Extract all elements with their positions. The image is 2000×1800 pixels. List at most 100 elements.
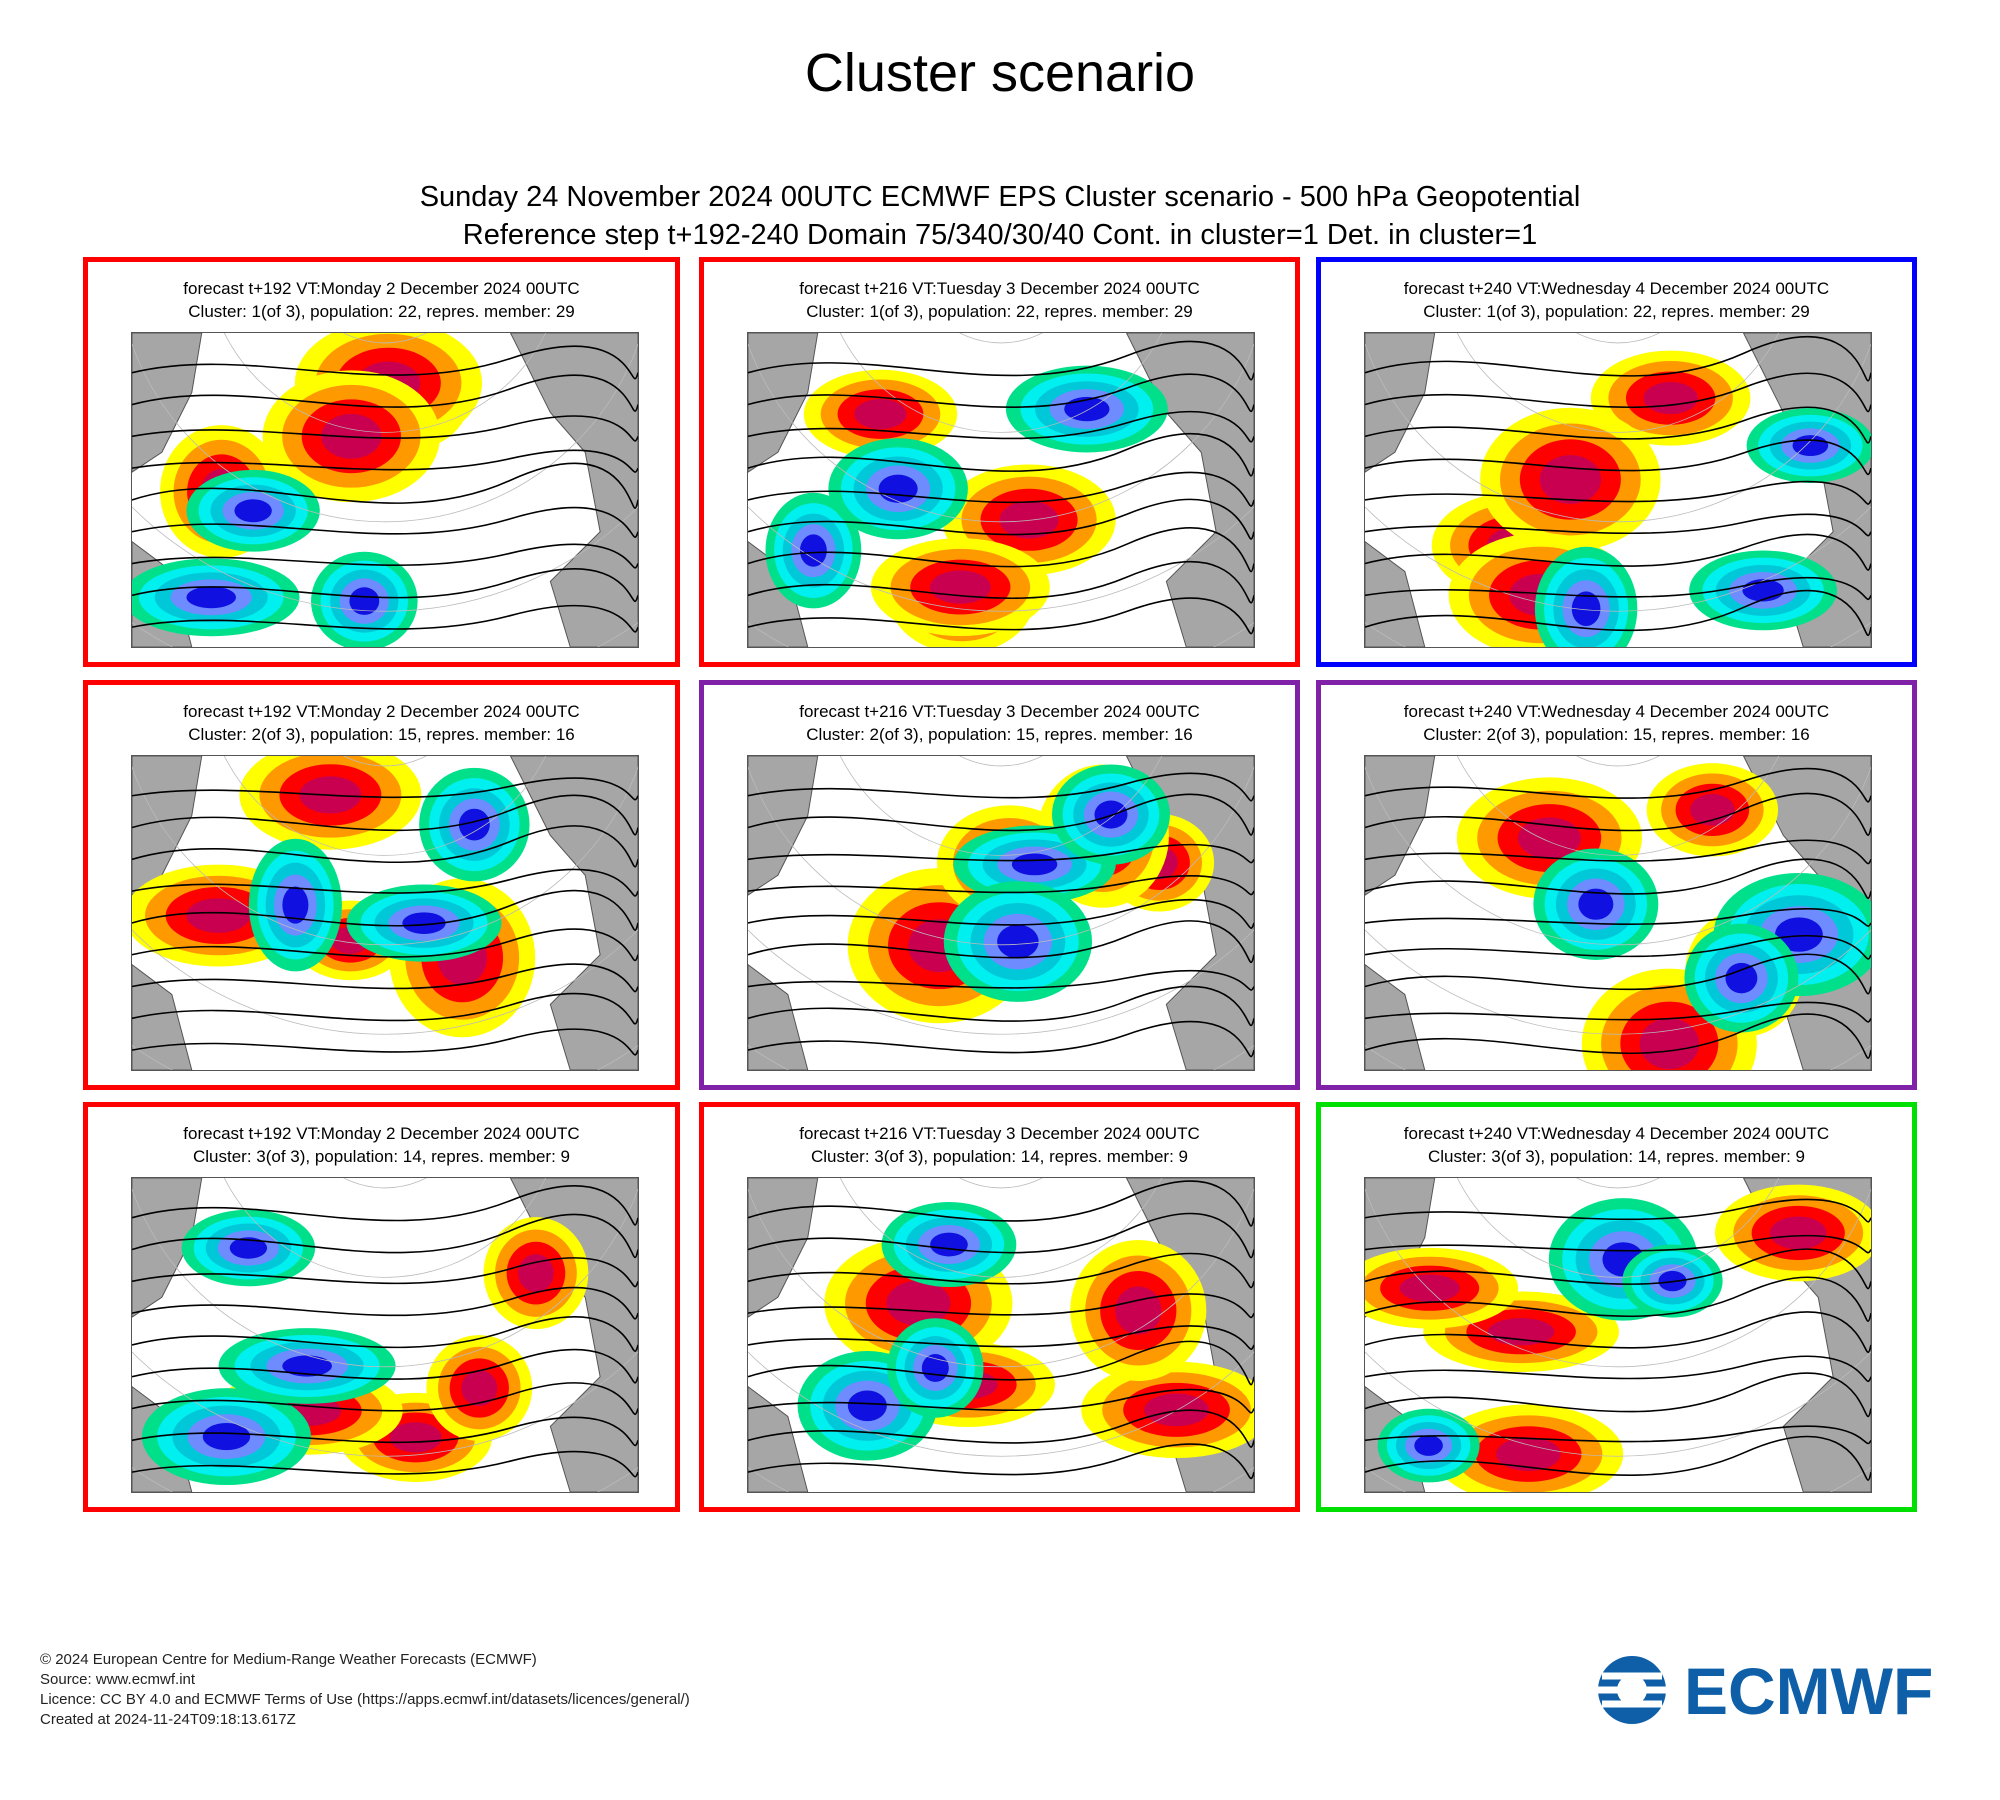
geopotential-contour — [1365, 1001, 1871, 1023]
cold-anomaly — [282, 886, 309, 924]
footer-source[interactable]: Source: www.ecmwf.int — [40, 1671, 196, 1688]
header-line-1: Sunday 24 November 2024 00UTC ECMWF EPS … — [419, 181, 1581, 213]
geopotential-contour — [1365, 576, 1871, 601]
warm-anomaly — [186, 898, 251, 933]
land-area — [132, 964, 193, 1070]
warm-anomaly — [1690, 793, 1735, 826]
warm-anomaly — [999, 500, 1059, 539]
map-panel[interactable]: forecast t+240 VT:Wednesday 4 December 2… — [1316, 257, 1917, 667]
geopotential-contour — [748, 843, 1254, 864]
geopotential-contour — [748, 1020, 1254, 1058]
geopotential-contour — [748, 340, 1254, 381]
geopotential-map — [1364, 332, 1872, 648]
geopotential-contour — [1365, 1276, 1871, 1322]
warm-anomaly — [1539, 455, 1602, 504]
page-title: Cluster scenario — [804, 43, 1196, 103]
geopotential-contour — [1365, 1435, 1871, 1481]
footer-licence[interactable]: Licence: CC BY 4.0 and ECMWF Terms of Us… — [40, 1691, 690, 1708]
map-panel[interactable]: forecast t+240 VT:Wednesday 4 December 2… — [1316, 1102, 1917, 1512]
cold-anomaly — [921, 1354, 949, 1382]
geopotential-contour — [1365, 439, 1871, 476]
map-panel[interactable]: forecast t+216 VT:Tuesday 3 December 202… — [699, 1102, 1300, 1512]
cold-anomaly — [234, 499, 272, 523]
map-panel[interactable]: forecast t+192 VT:Monday 2 December 2024… — [83, 257, 680, 667]
geopotential-contour — [132, 777, 638, 801]
geopotential-contour — [1365, 767, 1871, 803]
graticule-line — [959, 333, 1043, 344]
warm-anomaly — [886, 1280, 951, 1326]
geopotential-contour — [132, 543, 638, 569]
geopotential-contour — [748, 920, 1254, 963]
graticule-line — [839, 1178, 1163, 1278]
graticule-line — [223, 1178, 547, 1278]
geopotential-contour — [132, 1286, 638, 1320]
geopotential-contour — [748, 597, 1254, 635]
graticule-line — [343, 756, 427, 767]
graticule-line — [1365, 343, 1871, 523]
footer-created: Created at 2024-11-24T09:18:13.617Z — [40, 1711, 296, 1728]
cold-anomaly — [402, 912, 446, 934]
geopotential-contour — [132, 1257, 638, 1288]
ecmwf-logo[interactable]: ECMWF — [1588, 1650, 1968, 1730]
geopotential-contour — [748, 793, 1254, 836]
geopotential-contour — [132, 1028, 638, 1056]
geopotential-contour — [748, 410, 1254, 443]
panel-title-line-1: forecast t+192 VT:Monday 2 December 2024… — [183, 702, 580, 721]
geopotential-contour — [132, 1382, 638, 1415]
map-panel[interactable]: forecast t+216 VT:Tuesday 3 December 202… — [699, 680, 1300, 1090]
warm-anomaly — [1144, 1393, 1209, 1427]
geopotential-contour — [748, 432, 1254, 477]
geopotential-contour — [748, 898, 1254, 929]
map-panel[interactable]: forecast t+240 VT:Wednesday 4 December 2… — [1316, 680, 1917, 1090]
warm-anomaly — [1517, 817, 1581, 859]
graticule-line — [1365, 1351, 1871, 1457]
chart-header: Sunday 24 November 2024 00UTC ECMWF EPS … — [0, 178, 2000, 254]
map-panel[interactable]: forecast t+216 VT:Tuesday 3 December 202… — [699, 257, 1300, 667]
warm-anomaly — [929, 570, 991, 604]
geopotential-contour — [748, 1443, 1254, 1480]
land-area — [509, 756, 638, 1070]
panel-title-line-1: forecast t+216 VT:Tuesday 3 December 202… — [799, 1124, 1200, 1143]
cold-anomaly — [282, 1355, 332, 1377]
geopotential-contour — [1365, 1372, 1871, 1418]
map-drawing — [748, 756, 1254, 1070]
graticule-line — [1365, 506, 1871, 612]
panel-title-line-2: Cluster: 1(of 3), population: 22, repres… — [806, 302, 1193, 321]
geopotential-contour — [1365, 1198, 1871, 1223]
graticule-line — [959, 1178, 1043, 1189]
geopotential-contour — [132, 604, 638, 633]
geopotential-contour — [748, 471, 1254, 507]
land-area — [1365, 541, 1426, 647]
geopotential-contour — [132, 1416, 638, 1447]
cold-anomaly — [997, 924, 1039, 959]
graticule-line — [1456, 1178, 1780, 1278]
geopotential-map — [747, 755, 1255, 1071]
map-panel[interactable]: forecast t+192 VT:Monday 2 December 2024… — [83, 1102, 680, 1512]
geopotential-contour — [132, 890, 638, 931]
geopotential-contour — [132, 506, 638, 538]
geopotential-contour — [1365, 908, 1871, 927]
panel-title-line-1: forecast t+240 VT:Wednesday 4 December 2… — [1403, 1124, 1830, 1143]
panel-title-line-2: Cluster: 3(of 3), population: 14, repres… — [192, 1147, 570, 1166]
map-panel[interactable]: forecast t+192 VT:Monday 2 December 2024… — [83, 680, 680, 1090]
geopotential-contour — [132, 963, 638, 993]
geopotential-contour — [132, 345, 638, 380]
panel-title-line-2: Cluster: 1(of 3), population: 22, repres… — [188, 302, 575, 321]
geopotential-contour — [1365, 533, 1871, 571]
land-area — [1365, 964, 1426, 1070]
graticule-line — [748, 506, 1254, 612]
graticule-line — [959, 756, 1043, 767]
geopotential-contour — [1365, 953, 1871, 995]
panel-title-line-2: Cluster: 3(of 3), population: 14, repres… — [1427, 1147, 1805, 1166]
graticule-line — [1365, 766, 1871, 946]
graticule-line — [1576, 333, 1660, 344]
geopotential-map — [131, 332, 639, 648]
panel-title: forecast t+216 VT:Tuesday 3 December 202… — [704, 277, 1295, 323]
warm-anomaly — [1639, 1018, 1700, 1070]
map-drawing — [748, 1178, 1254, 1492]
geopotential-contour — [748, 373, 1254, 412]
panel-title-line-2: Cluster: 1(of 3), population: 22, repres… — [1423, 302, 1810, 321]
warm-anomaly — [1643, 381, 1698, 415]
panel-title: forecast t+192 VT:Monday 2 December 2024… — [88, 700, 675, 746]
geopotential-contour — [132, 1213, 638, 1259]
